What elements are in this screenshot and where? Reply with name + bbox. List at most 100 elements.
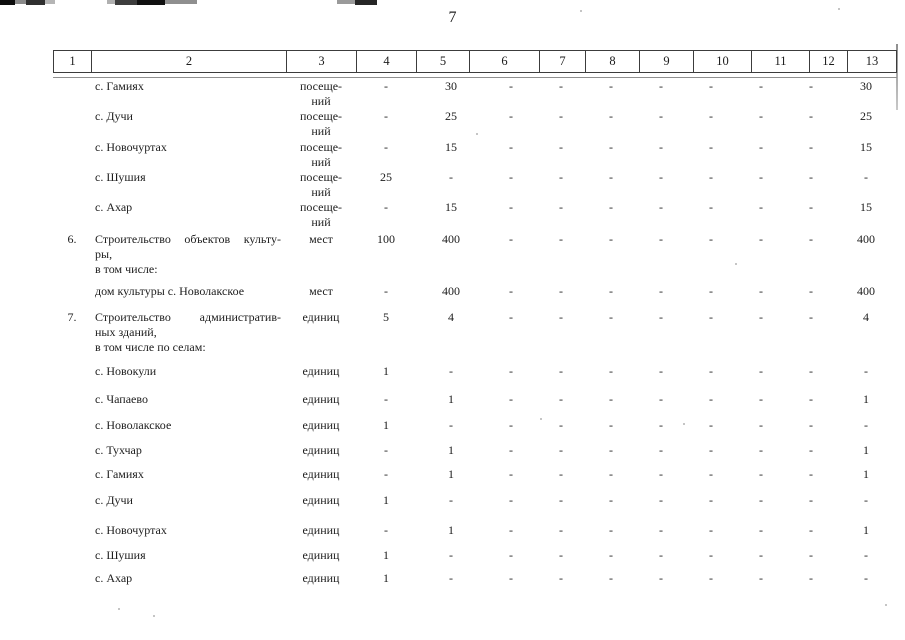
- row-value: 1: [383, 548, 389, 562]
- row-value: -: [659, 170, 663, 184]
- row-value: 4: [448, 310, 454, 324]
- row-name: с. Новолакское: [95, 418, 172, 432]
- table-row: с. Шушия посеще-ний 25 - - - - - - - - -: [53, 170, 896, 200]
- row-value: -: [709, 364, 713, 378]
- row-value: -: [384, 523, 388, 537]
- row-value: -: [659, 232, 663, 246]
- row-name: с. Новокули: [95, 364, 157, 378]
- row-number: [53, 200, 91, 230]
- row-value: 30: [860, 79, 872, 93]
- row-value: -: [809, 109, 813, 123]
- row-value: -: [759, 109, 763, 123]
- row-value: -: [709, 310, 713, 324]
- row-value: -: [759, 232, 763, 246]
- header-cell: 10: [694, 51, 751, 72]
- row-value: -: [759, 170, 763, 184]
- row-value: -: [384, 109, 388, 123]
- row-value: 1: [383, 364, 389, 378]
- row-unit: мест: [309, 284, 333, 298]
- row-value: -: [609, 200, 613, 214]
- header-cell: 4: [357, 51, 416, 72]
- row-value: -: [809, 200, 813, 214]
- row-value: -: [809, 170, 813, 184]
- scan-speck: [683, 423, 685, 425]
- row-unit: единиц: [302, 392, 340, 406]
- row-value: -: [709, 418, 713, 432]
- table-row: дом культуры с. Новолакское мест - 400 - - -…: [53, 284, 896, 310]
- header-cell: 6: [470, 51, 539, 72]
- row-value: -: [559, 571, 563, 585]
- row-value: -: [384, 467, 388, 481]
- row-name: Строительство административ-ных зданий, в …: [95, 310, 281, 354]
- row-value: 30: [445, 79, 457, 93]
- scan-speck: [580, 10, 582, 12]
- row-unit: посеще-ний: [299, 140, 343, 169]
- row-value: -: [709, 284, 713, 298]
- row-value: -: [559, 493, 563, 507]
- row-value: -: [864, 548, 868, 562]
- row-number: 7.: [67, 310, 77, 324]
- row-value: -: [559, 200, 563, 214]
- row-value: -: [759, 200, 763, 214]
- row-value: -: [659, 523, 663, 537]
- row-value: 25: [380, 170, 392, 184]
- row-value: 25: [445, 109, 457, 123]
- row-value: -: [659, 493, 663, 507]
- row-value: -: [509, 443, 513, 457]
- row-value: -: [659, 548, 663, 562]
- table-row: с. Новолакское единиц 1 - - - - - - - - -: [53, 418, 896, 443]
- row-name: с. Шушия: [95, 548, 146, 562]
- row-number: [53, 493, 91, 508]
- row-value: -: [659, 467, 663, 481]
- row-value: -: [559, 548, 563, 562]
- scan-artifact: [15, 0, 26, 4]
- row-value: -: [864, 364, 868, 378]
- row-value: -: [809, 79, 813, 93]
- row-value: 15: [860, 140, 872, 154]
- row-value: -: [609, 418, 613, 432]
- row-value: -: [609, 170, 613, 184]
- row-value: -: [559, 443, 563, 457]
- scan-artifact: [115, 0, 137, 5]
- row-value: -: [759, 571, 763, 585]
- row-value: -: [709, 140, 713, 154]
- table-header-row: 1 2 3 4 5 6 7 8 9 10 11 12 13: [53, 50, 897, 73]
- table-row: с. Шушия единиц 1 - - - - - - - - -: [53, 548, 896, 571]
- row-value: -: [509, 467, 513, 481]
- row-value: -: [659, 109, 663, 123]
- table-row: с. Гамиях посеще-ний - 30 - - - - - - - 30: [53, 79, 896, 109]
- row-value: -: [709, 170, 713, 184]
- row-value: 1: [383, 418, 389, 432]
- row-unit: единиц: [302, 493, 340, 507]
- scan-artifact: [26, 0, 45, 5]
- row-value: -: [559, 418, 563, 432]
- row-value: -: [509, 232, 513, 246]
- row-unit: единиц: [302, 548, 340, 562]
- row-unit: мест: [309, 232, 333, 246]
- header-cell: 5: [417, 51, 469, 72]
- header-cell: 8: [586, 51, 639, 72]
- row-value: 1: [863, 443, 869, 457]
- row-number: [53, 571, 91, 586]
- row-number: [53, 364, 91, 379]
- row-value: -: [609, 571, 613, 585]
- header-cell: 9: [640, 51, 693, 72]
- row-value: -: [609, 392, 613, 406]
- row-number: [53, 140, 91, 170]
- row-value: -: [509, 364, 513, 378]
- row-value: -: [449, 418, 453, 432]
- row-value: -: [609, 310, 613, 324]
- row-number: [53, 392, 91, 407]
- row-value: 1: [448, 392, 454, 406]
- row-value: -: [809, 548, 813, 562]
- header-cell: 11: [752, 51, 809, 72]
- table-row: с. Ахар посеще-ний - 15 - - - - - - - 15: [53, 200, 896, 232]
- row-value: -: [384, 140, 388, 154]
- row-value: -: [709, 200, 713, 214]
- row-number: [53, 548, 91, 563]
- scan-speck: [540, 418, 542, 420]
- table-row: с. Новочуртах единиц - 1 - - - - - - - 1: [53, 523, 896, 548]
- row-value: -: [809, 493, 813, 507]
- row-number: [53, 443, 91, 458]
